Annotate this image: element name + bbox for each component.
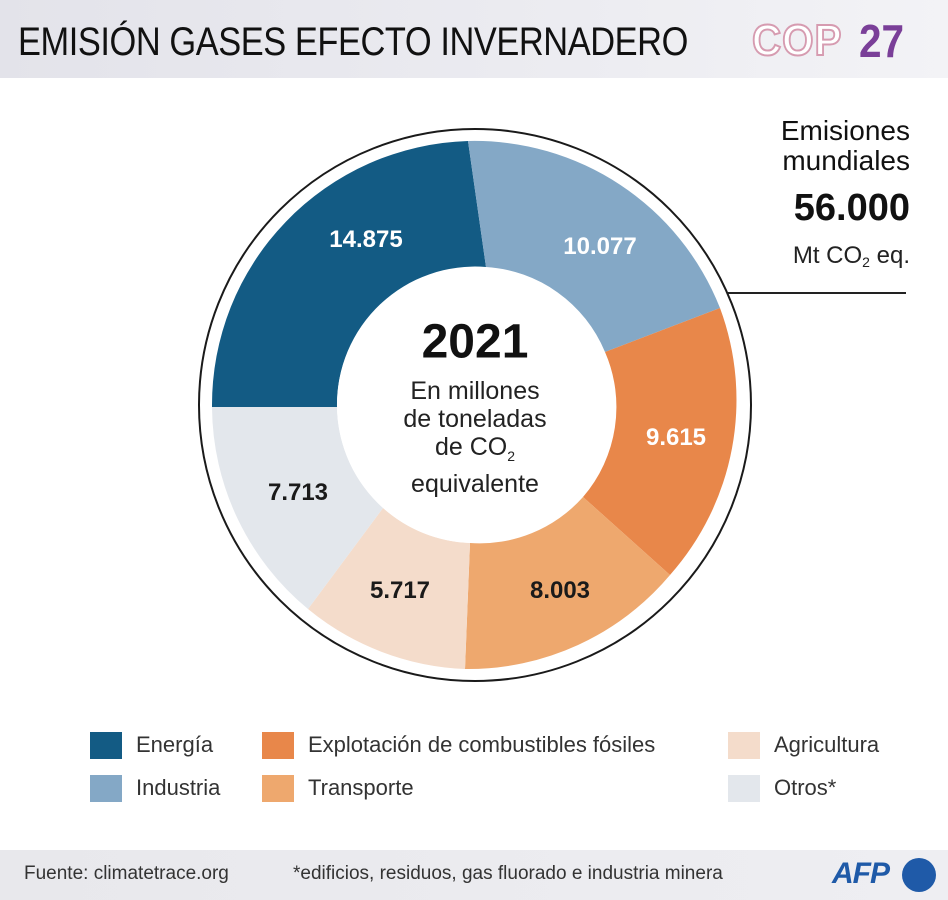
donut-chart: 14.875 10.077 9.615 8.003 5.717 7.713 20… bbox=[198, 115, 910, 682]
total-label-line2: mundiales bbox=[782, 145, 910, 176]
leader-line bbox=[728, 292, 906, 294]
center-subtitle-line1: En millones bbox=[410, 377, 540, 405]
total-label-line1: Emisiones bbox=[780, 115, 910, 146]
afp-logo-text: AFP bbox=[832, 857, 890, 890]
legend-swatch-transporte bbox=[262, 774, 294, 802]
page-title: EMISIÓN GASES EFECTO INVERNADERO bbox=[18, 20, 688, 64]
unit-suffix: eq. bbox=[869, 242, 910, 269]
legend-item-combustibles-fosiles: Explotación de combustibles fósiles bbox=[262, 730, 655, 760]
label-combustibles-fosiles: 9.615 bbox=[645, 424, 707, 451]
legend-item-agricultura: Agricultura bbox=[728, 730, 879, 760]
afp-logo: AFP bbox=[832, 855, 942, 895]
afp-logo-circle-icon bbox=[902, 858, 936, 892]
footer-bar: Fuente: climatetrace.org *edificios, res… bbox=[0, 850, 948, 900]
donut-svg bbox=[198, 128, 752, 682]
legend-item-otros: Otros* bbox=[728, 773, 836, 803]
label-transporte: 8.003 bbox=[529, 577, 591, 604]
co2-text: de CO bbox=[434, 433, 508, 461]
cop27-logo: COP 27 bbox=[751, 15, 922, 67]
legend-item-transporte: Transporte bbox=[262, 773, 414, 803]
center-year: 2021 bbox=[421, 315, 529, 369]
legend-swatch-otros bbox=[728, 774, 760, 802]
segment-agricultura bbox=[308, 508, 470, 669]
legend-swatch-energia bbox=[90, 731, 122, 759]
outer-ring bbox=[198, 128, 752, 682]
label-energia: 14.875 bbox=[329, 226, 403, 253]
cop-logo-text: COP bbox=[751, 15, 843, 66]
donut-hole bbox=[337, 267, 613, 543]
total-unit: Mt CO2 eq. bbox=[781, 242, 910, 270]
header-bar: EMISIÓN GASES EFECTO INVERNADERO COP 27 bbox=[0, 0, 948, 78]
source-text: Fuente: climatetrace.org bbox=[24, 863, 229, 884]
label-otros: 7.713 bbox=[267, 479, 329, 506]
center-subtitle: En millones de toneladas de CO2 equivale… bbox=[375, 377, 575, 498]
unit-prefix: Mt CO bbox=[792, 242, 863, 269]
center-subtitle-line2: de toneladas bbox=[403, 405, 547, 433]
legend-swatch-industria bbox=[90, 774, 122, 802]
legend-label: Transporte bbox=[308, 775, 414, 800]
total-value: 56.000 bbox=[793, 187, 910, 229]
footnote-text: *edificios, residuos, gas fluorado e ind… bbox=[293, 863, 723, 884]
legend-label: Energía bbox=[136, 732, 214, 757]
segment-combustibles-fosiles bbox=[583, 308, 737, 575]
cop-logo-number: 27 bbox=[859, 15, 905, 67]
legend-item-industria: Industria bbox=[90, 773, 220, 803]
unit-subscript: 2 bbox=[862, 254, 870, 270]
legend-label: Agricultura bbox=[774, 732, 880, 757]
segment-industria bbox=[468, 140, 720, 352]
legend-swatch-agricultura bbox=[728, 731, 760, 759]
legend-swatch-combustibles-fosiles bbox=[262, 731, 294, 759]
center-subtitle-line4: equivalente bbox=[411, 470, 539, 498]
segment-energia bbox=[211, 141, 486, 407]
segment-otros bbox=[212, 407, 383, 609]
legend-label: Otros* bbox=[774, 775, 837, 800]
label-agricultura: 5.717 bbox=[369, 577, 431, 604]
segment-transporte bbox=[465, 497, 670, 670]
legend-item-energia: Energía bbox=[90, 730, 213, 760]
legend-label: Explotación de combustibles fósiles bbox=[308, 732, 656, 757]
label-industria: 10.077 bbox=[563, 233, 637, 260]
legend-label: Industria bbox=[136, 775, 221, 800]
legend: Energía Industria Explotación de combust… bbox=[90, 730, 930, 810]
co2-subscript: 2 bbox=[507, 448, 516, 464]
center-subtitle-line3: de CO2 bbox=[375, 433, 575, 470]
total-emissions-box: Emisiones mundiales 56.000 Mt CO2 eq. bbox=[780, 115, 910, 271]
